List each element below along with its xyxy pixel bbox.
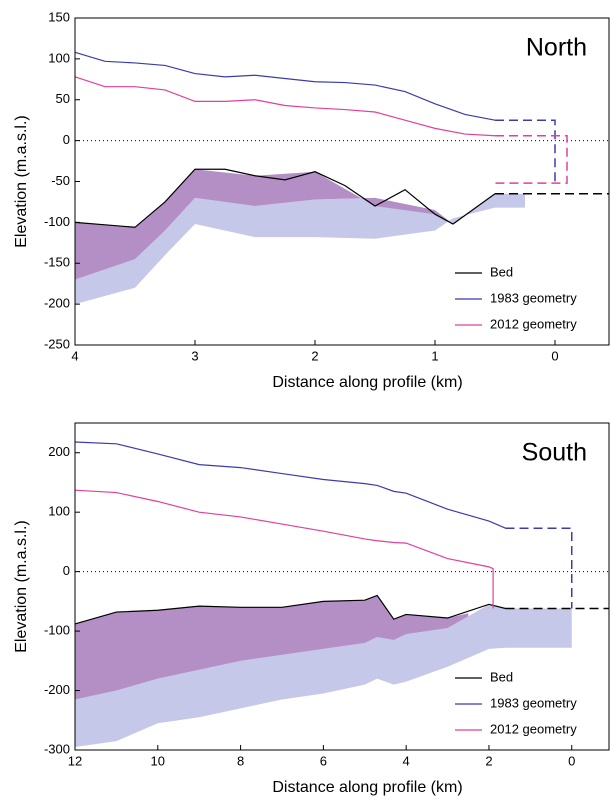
panel-title: South [522,439,587,467]
y-axis-label: Elevation (m.a.s.l.) [13,520,30,652]
y-tick-label: -100 [44,623,70,638]
x-tick-label: 4 [71,348,78,363]
ice-area [75,169,453,280]
dashed-line [505,527,573,609]
x-axis-label: Distance along profile (km) [272,779,462,796]
y-axis-label: Elevation (m.a.s.l.) [13,115,30,247]
y-tick-label: 100 [48,50,70,65]
plot-frame [74,422,610,751]
y-tick-label: 50 [56,91,70,106]
ice-area [75,604,572,748]
y-tick-label: -150 [44,255,70,270]
legend-label: Bed [490,669,513,684]
y-tick-label: 0 [63,132,70,147]
x-tick-label: 6 [320,753,327,768]
x-tick-label: 0 [551,348,558,363]
x-tick-label: 10 [151,753,165,768]
legend-label: 2012 geometry [490,721,577,736]
series-line [74,594,506,625]
y-tick-label: -250 [44,336,70,351]
x-tick-label: 3 [191,348,198,363]
y-tick-label: 0 [63,563,70,578]
y-tick-label: -100 [44,214,70,229]
y-tick-label: -200 [44,296,70,311]
series-line [74,76,496,137]
y-tick-label: -200 [44,682,70,697]
y-tick-label: 150 [48,9,70,24]
legend-label: 2012 geometry [490,316,577,331]
series-line [74,489,494,609]
x-tick-label: 0 [568,753,575,768]
x-tick-label: 12 [68,753,82,768]
dashed-line [495,134,568,184]
legend-label: Bed [490,264,513,279]
x-tick-label: 2 [485,753,492,768]
x-tick-label: 2 [311,348,318,363]
ice-area [75,595,469,700]
series-line [74,441,506,529]
dashed-line [495,119,556,186]
ice-area [75,193,525,305]
x-tick-label: 8 [237,753,244,768]
panel-title: North [526,34,587,62]
series-line [74,51,496,121]
x-axis-label: Distance along profile (km) [272,374,462,391]
y-tick-label: 200 [48,444,70,459]
x-tick-label: 1 [431,348,438,363]
series-line [74,168,496,228]
y-tick-label: 100 [48,504,70,519]
y-tick-label: -300 [44,741,70,756]
y-tick-label: -50 [51,173,70,188]
legend-label: 1983 geometry [490,695,577,710]
legend-label: 1983 geometry [490,290,577,305]
x-tick-label: 4 [403,753,410,768]
